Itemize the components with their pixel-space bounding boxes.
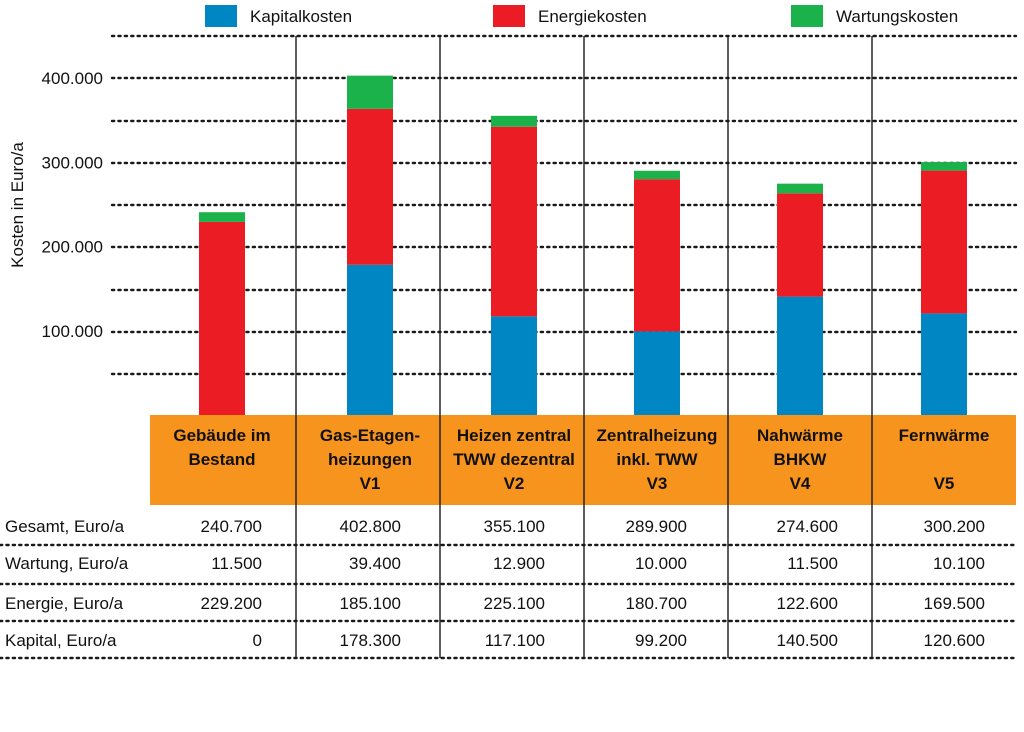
value-table: Gesamt, Euro/a 240.700 402.800 355.100 289.9… xyxy=(0,517,1018,660)
table-cell: 289.900 xyxy=(626,517,687,536)
table-cell: 180.700 xyxy=(626,594,687,613)
y-axis: 100.000 200.000 300.000 400.000 Kosten in Eu… xyxy=(8,69,103,341)
table-cell: 11.500 xyxy=(787,554,838,573)
table-cell: 122.600 xyxy=(777,594,838,613)
table-cell: 240.700 xyxy=(201,517,262,536)
bar-kapital-4 xyxy=(777,296,823,415)
bar-wartung-3 xyxy=(634,170,680,180)
table-cell: 0 xyxy=(253,631,262,650)
category-label: Bestand xyxy=(188,450,255,469)
table-cell: 169.500 xyxy=(924,594,985,613)
bars xyxy=(199,75,967,415)
table-cell: 120.600 xyxy=(924,631,985,650)
bar-energie-2 xyxy=(491,126,537,317)
table-cell: 229.200 xyxy=(201,594,262,613)
table-cell: 117.100 xyxy=(485,631,545,650)
table-cell: 185.100 xyxy=(340,594,401,613)
bar-energie-5 xyxy=(921,170,967,314)
bar-wartung-1 xyxy=(347,75,393,109)
y-tick-label: 200.000 xyxy=(42,238,103,257)
column-separators xyxy=(295,36,873,658)
legend-swatch xyxy=(493,5,525,27)
bar-wartung-2 xyxy=(491,115,537,127)
table-cell: 99.200 xyxy=(635,631,687,650)
table-cell: 10.000 xyxy=(635,554,687,573)
table-cell: 39.400 xyxy=(349,554,401,573)
category-label: Zentralheizung xyxy=(597,426,718,445)
bar-kapital-2 xyxy=(491,316,537,415)
category-label: V5 xyxy=(934,474,955,493)
y-tick-label: 100.000 xyxy=(42,322,103,341)
legend-label: Energiekosten xyxy=(538,7,647,26)
table-cell: 355.100 xyxy=(484,517,545,536)
category-label: TWW dezentral xyxy=(453,450,575,469)
table-row-label: Kapital, Euro/a xyxy=(5,631,117,650)
table-row-label: Gesamt, Euro/a xyxy=(5,517,125,536)
bar-kapital-1 xyxy=(347,264,393,415)
bar-wartung-0 xyxy=(199,212,245,222)
grid-lines xyxy=(110,34,1018,376)
y-tick-label: 400.000 xyxy=(42,69,103,88)
legend-swatch xyxy=(791,5,823,27)
category-label: Nahwärme xyxy=(757,426,843,445)
y-tick-label: 300.000 xyxy=(42,153,103,172)
category-label: V3 xyxy=(647,474,668,493)
table-row-label: Energie, Euro/a xyxy=(5,594,124,613)
bar-kapital-5 xyxy=(921,313,967,415)
table-cell: 402.800 xyxy=(340,517,401,536)
category-label: Gas-Etagen- xyxy=(320,426,420,445)
bar-energie-1 xyxy=(347,108,393,265)
category-label: V1 xyxy=(360,474,381,493)
category-label: inkl. TWW xyxy=(616,450,698,469)
table-cell: 11.500 xyxy=(211,554,262,573)
category-label: heizungen xyxy=(328,450,412,469)
table-cell: 12.900 xyxy=(493,554,545,573)
table-cell: 225.100 xyxy=(484,594,545,613)
y-axis-label: Kosten in Euro/a xyxy=(8,142,27,268)
category-label: V4 xyxy=(790,474,811,493)
category-label: BHKW xyxy=(774,450,828,469)
table-cell: 274.600 xyxy=(777,517,838,536)
bar-wartung-4 xyxy=(777,183,823,194)
category-header: Gebäude im Bestand Gas-Etagen-heizungen V1 H… xyxy=(150,415,1016,505)
bar-energie-0 xyxy=(199,221,245,415)
table-cell: 178.300 xyxy=(340,631,401,650)
category-label: Gebäude im xyxy=(173,426,270,445)
legend-label: Kapitalkosten xyxy=(250,7,352,26)
bar-wartung-5 xyxy=(921,162,967,171)
table-cell: 140.500 xyxy=(777,631,838,650)
header-band xyxy=(150,415,1016,505)
legend-label: Wartungskosten xyxy=(836,7,958,26)
category-label: V2 xyxy=(504,474,525,493)
table-row-label: Wartung, Euro/a xyxy=(5,554,129,573)
category-label: Heizen zentral xyxy=(457,426,571,445)
category-label: Fernwärme xyxy=(899,426,990,445)
bar-energie-4 xyxy=(777,193,823,297)
table-cell: 10.100 xyxy=(933,554,985,573)
bar-kapital-3 xyxy=(634,331,680,415)
legend: Kapitalkosten Energiekosten Wartungskosten xyxy=(205,5,958,27)
legend-swatch xyxy=(205,5,237,27)
table-cell: 300.200 xyxy=(924,517,985,536)
bar-energie-3 xyxy=(634,179,680,332)
